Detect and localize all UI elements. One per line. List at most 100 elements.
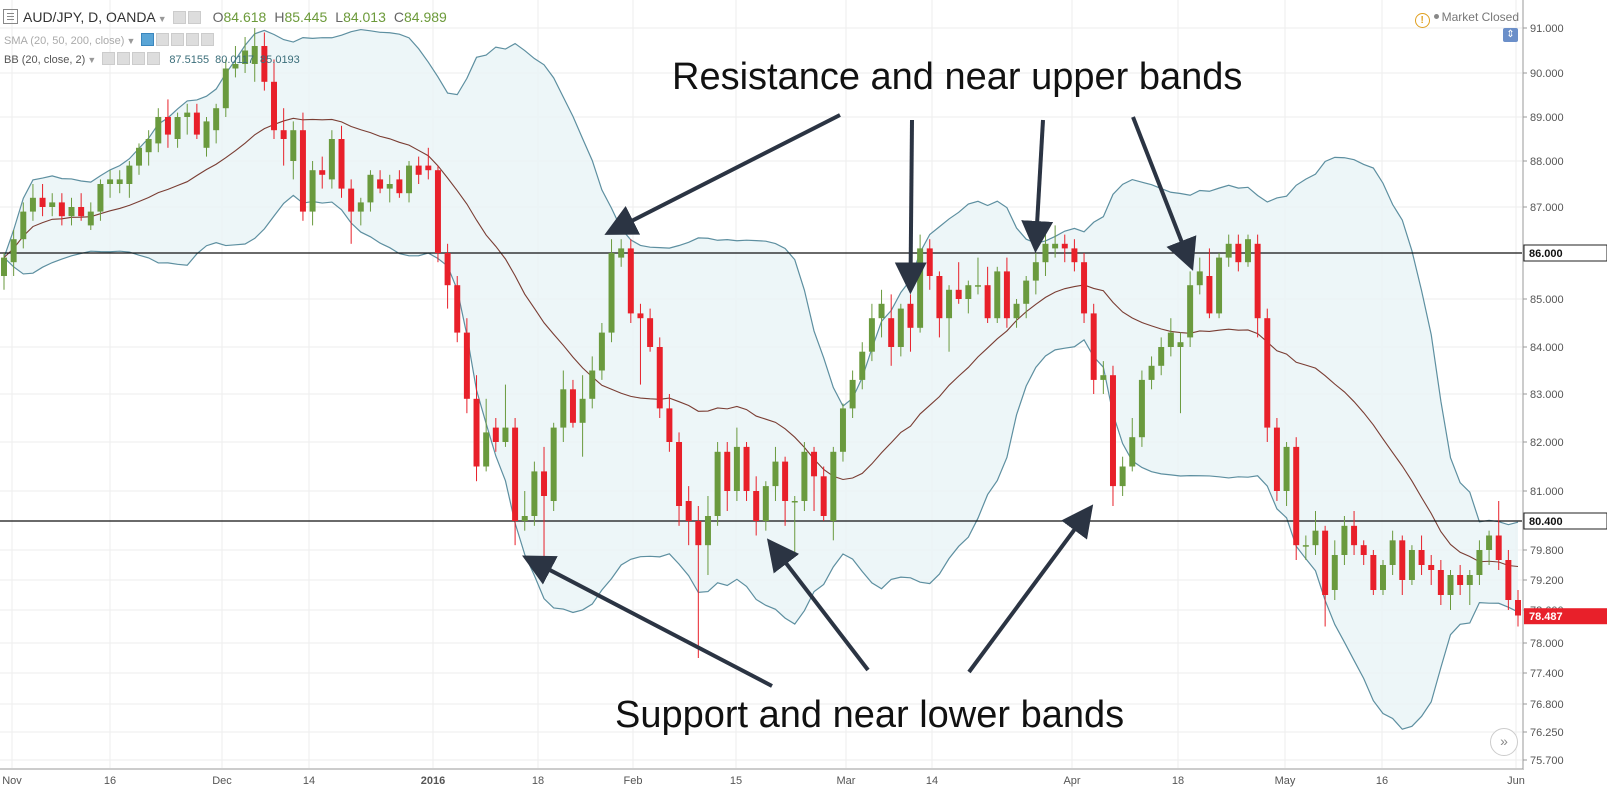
time-tick-label: 18 xyxy=(532,775,544,787)
candle-body xyxy=(1351,525,1358,546)
candle-body xyxy=(994,271,1001,319)
price-tick-label: 83.000 xyxy=(1530,389,1564,401)
candle-down xyxy=(753,476,760,536)
candle-down xyxy=(271,59,278,139)
time-tick-label: May xyxy=(1275,775,1296,787)
gear-icon[interactable] xyxy=(171,33,185,46)
candle-up xyxy=(1167,318,1174,357)
candle-body xyxy=(338,139,345,189)
candle-up xyxy=(1129,418,1136,472)
price-axis[interactable]: 91.000 90.000 89.000 88.000 87.000 85.000 84.0… xyxy=(1522,0,1607,807)
candle-body xyxy=(367,174,374,203)
candle-up xyxy=(1341,516,1348,565)
candle-body xyxy=(174,117,181,139)
candle-body xyxy=(569,389,576,423)
candle-body xyxy=(1225,243,1232,258)
candle-down xyxy=(1418,535,1425,575)
candle-body xyxy=(454,285,461,333)
candle-up xyxy=(579,375,586,457)
time-tick-label: 16 xyxy=(104,775,116,787)
candle-body xyxy=(1495,535,1502,560)
candle-body xyxy=(444,253,451,286)
plus-icon[interactable] xyxy=(132,52,146,65)
candle-down xyxy=(1090,303,1097,394)
candle-up xyxy=(406,161,413,203)
candle-body xyxy=(1428,565,1435,570)
candle-down xyxy=(984,266,991,323)
bb-band-fill xyxy=(4,29,1518,730)
gear-icon[interactable] xyxy=(187,11,201,24)
time-tick-label: 2016 xyxy=(421,775,445,787)
candle-body xyxy=(386,184,393,189)
market-status-text: Market Closed xyxy=(1441,10,1519,24)
candle-body xyxy=(656,347,663,409)
chevron-down-icon[interactable]: ▼ xyxy=(157,14,167,24)
price-tick-label: 79.800 xyxy=(1530,545,1564,557)
candle-down xyxy=(811,446,818,511)
candle-up xyxy=(386,174,393,203)
candle-down xyxy=(1264,308,1271,442)
candle-body xyxy=(193,112,200,135)
candle-down xyxy=(348,179,355,244)
plus-icon[interactable] xyxy=(186,33,200,46)
candle-up xyxy=(560,370,567,442)
eye-icon[interactable] xyxy=(141,33,155,46)
candle-up xyxy=(1177,332,1184,414)
settings-icon[interactable] xyxy=(117,52,131,65)
candle-body xyxy=(232,64,239,69)
close-icon[interactable] xyxy=(201,33,215,46)
candle-up xyxy=(116,170,123,194)
candle-up xyxy=(136,143,142,175)
chevron-down-icon[interactable]: ▼ xyxy=(126,36,136,46)
candle-up xyxy=(1408,545,1415,585)
candle-body xyxy=(1254,243,1261,319)
settings-icon[interactable] xyxy=(172,11,186,24)
price-tick-label: 76.250 xyxy=(1530,727,1564,739)
bb-label[interactable]: BB (20, close, 2) xyxy=(4,54,86,66)
candle-up xyxy=(1225,234,1232,267)
chevron-down-icon[interactable]: ▼ xyxy=(87,55,97,65)
candle-body xyxy=(87,211,94,226)
candle-body xyxy=(1235,243,1242,263)
candle-up xyxy=(10,230,17,276)
candle-down xyxy=(1457,565,1464,595)
candle-body xyxy=(1119,466,1126,487)
symbol-label[interactable]: AUD/JPY, D, OANDA xyxy=(23,9,156,25)
candle-up xyxy=(830,446,837,541)
candle-body xyxy=(1052,243,1059,249)
hamburger-icon[interactable] xyxy=(3,9,18,24)
close-icon[interactable] xyxy=(147,52,161,65)
candle-body xyxy=(1447,575,1454,595)
scroll-to-realtime-button[interactable]: » xyxy=(1490,728,1518,756)
candle-down xyxy=(695,506,702,658)
candle-up xyxy=(203,117,210,157)
candle-up xyxy=(897,303,904,357)
candle-down xyxy=(512,418,519,546)
candle-up xyxy=(483,398,490,472)
sma-label[interactable]: SMA (20, 50, 200, close) xyxy=(4,35,125,47)
candle-down xyxy=(569,379,576,428)
candle-down xyxy=(1206,248,1213,319)
eye-icon[interactable] xyxy=(102,52,116,65)
candle-down xyxy=(1505,550,1512,610)
candle-body xyxy=(820,476,827,516)
candle-up xyxy=(290,121,297,180)
candle-body xyxy=(261,46,268,82)
candle-up xyxy=(849,370,856,418)
candle-body xyxy=(20,211,27,240)
candle-body xyxy=(1158,347,1165,366)
candle-body xyxy=(49,202,56,207)
candle-down xyxy=(926,239,933,290)
compare-button[interactable]: ⇕ xyxy=(1503,28,1518,42)
time-axis[interactable]: Nov 16 Dec 14 2016 18 Feb 15 Mar 14 Apr 18 May 16 Jun xyxy=(0,768,1525,807)
candle-up xyxy=(1138,370,1145,447)
candle-body xyxy=(637,313,644,319)
settings-icon[interactable] xyxy=(156,33,170,46)
candle-body xyxy=(1389,540,1396,565)
candle-body xyxy=(743,446,750,491)
candle-down xyxy=(1399,535,1406,595)
time-tick-label: Nov xyxy=(2,775,22,787)
candle-down xyxy=(637,303,644,385)
warning-icon[interactable]: ! xyxy=(1414,13,1430,28)
